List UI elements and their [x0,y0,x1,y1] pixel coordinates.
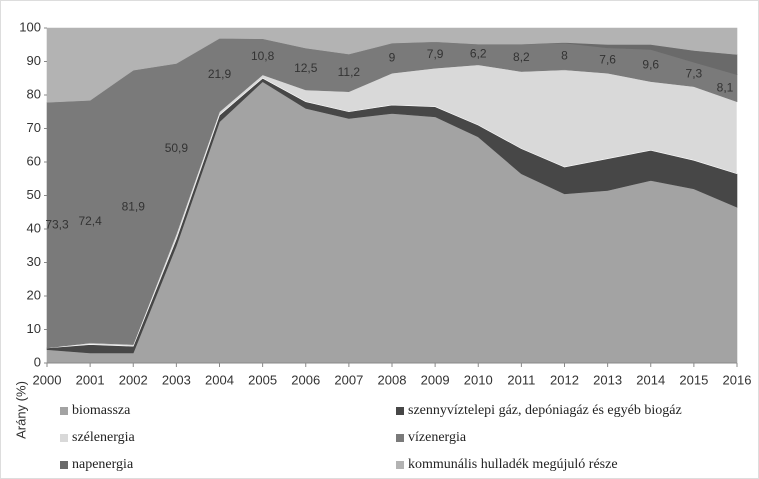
data-label: 9 [389,50,396,64]
data-label: 8,2 [513,50,530,64]
data-label: 10,8 [251,49,275,63]
legend-swatch [60,434,68,442]
data-label: 50,9 [165,141,189,155]
x-tick-label: 2008 [378,372,407,387]
legend-swatch [60,407,68,415]
x-tick-label: 2012 [550,372,579,387]
x-tick-label: 2003 [162,372,191,387]
data-label: 8,1 [717,80,734,94]
x-tick-label: 2007 [334,372,363,387]
data-label: 21,9 [208,67,232,81]
y-tick-label: 30 [27,254,41,269]
data-label: 73,3 [45,217,69,231]
x-tick-label: 2011 [507,372,535,387]
y-tick-label: 60 [27,153,41,168]
y-tick-label: 0 [34,354,41,369]
y-tick-label: 50 [27,187,41,202]
legend-label: napenergia [72,457,134,472]
legend-label: szennyvíztelepi gáz, depóniagáz és egyéb… [408,403,682,418]
data-label: 72,4 [78,214,102,228]
x-tick-label: 2010 [464,372,493,387]
x-tick-label: 2013 [593,372,622,387]
legend-swatch [60,461,68,469]
y-tick-label: 100 [19,19,41,34]
legend-label: szélenergia [72,430,135,445]
x-tick-label: 2004 [205,372,234,387]
y-tick-label: 10 [27,321,41,336]
data-label: 12,5 [294,61,318,75]
y-tick-label: 70 [27,120,41,135]
data-label: 6,2 [470,47,487,61]
x-tick-label: 2015 [679,372,708,387]
legend-swatch [396,434,404,442]
x-tick-label: 2002 [119,372,148,387]
y-tick-label: 80 [27,86,41,101]
y-tick-label: 20 [27,287,41,302]
legend-label: vízenergia [408,430,467,445]
data-label: 7,9 [427,47,444,61]
y-tick-label: 40 [27,220,41,235]
x-tick-label: 2014 [636,372,665,387]
x-tick-label: 2000 [33,372,62,387]
x-tick-label: 2001 [76,372,105,387]
y-tick-label: 90 [27,53,41,68]
legend-swatch [396,407,404,415]
data-label: 8 [561,49,568,63]
y-axis-label: Arány (%) [13,381,28,439]
legend-label: biomassza [72,403,131,418]
x-tick-label: 2016 [723,372,752,387]
data-label: 7,3 [686,67,703,81]
x-tick-label: 2006 [291,372,320,387]
x-tick-label: 2005 [248,372,277,387]
data-label: 9,6 [642,58,659,72]
legend-label: kommunális hulladék megújuló része [408,457,618,472]
area [46,27,738,103]
data-label: 11,2 [338,65,361,79]
data-label: 81,9 [122,200,146,214]
x-tick-label: 2009 [421,372,450,387]
legend-swatch [396,461,404,469]
data-label: 7,6 [599,53,616,67]
